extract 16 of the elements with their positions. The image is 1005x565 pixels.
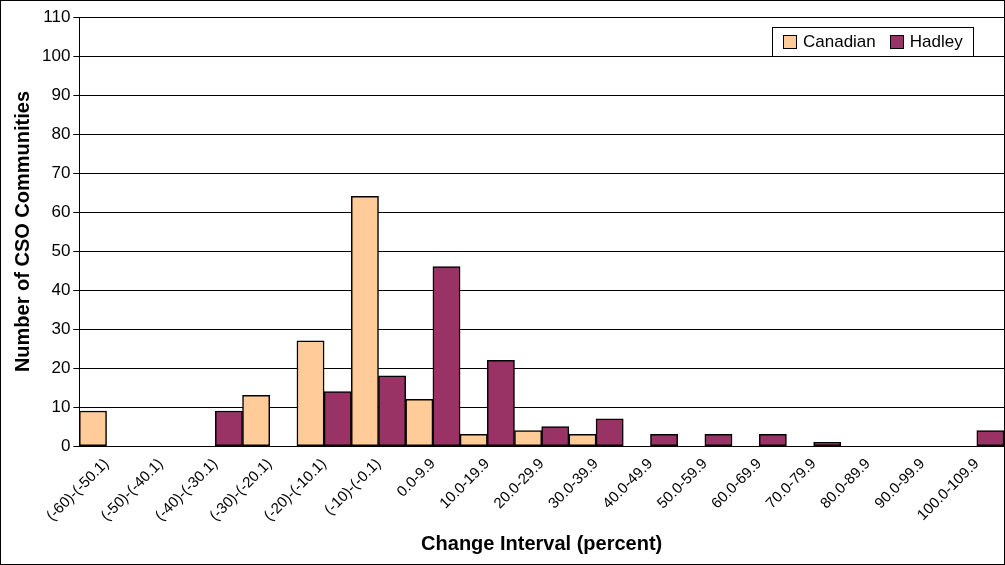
y-tick-label: 100	[41, 45, 71, 65]
y-tick-label: 60	[51, 201, 71, 221]
y-tick-label: 10	[51, 396, 71, 416]
y-tick-label: 70	[51, 162, 71, 182]
legend-label: Canadian	[803, 32, 876, 52]
y-tick-label: 20	[51, 357, 71, 377]
legend-label: Hadley	[909, 32, 963, 52]
y-axis-title: Number of CSO Communities	[10, 90, 33, 373]
y-tick-label: 0	[60, 435, 71, 455]
x-axis-title: Change Interval (percent)	[421, 531, 663, 554]
y-tick-label: 80	[51, 123, 71, 143]
y-tick-label: 30	[51, 318, 71, 338]
y-tick-label: 40	[51, 279, 71, 299]
y-tick-label: 110	[43, 6, 71, 26]
y-tick-label: 90	[51, 84, 71, 104]
y-tick-label: 50	[51, 240, 71, 260]
